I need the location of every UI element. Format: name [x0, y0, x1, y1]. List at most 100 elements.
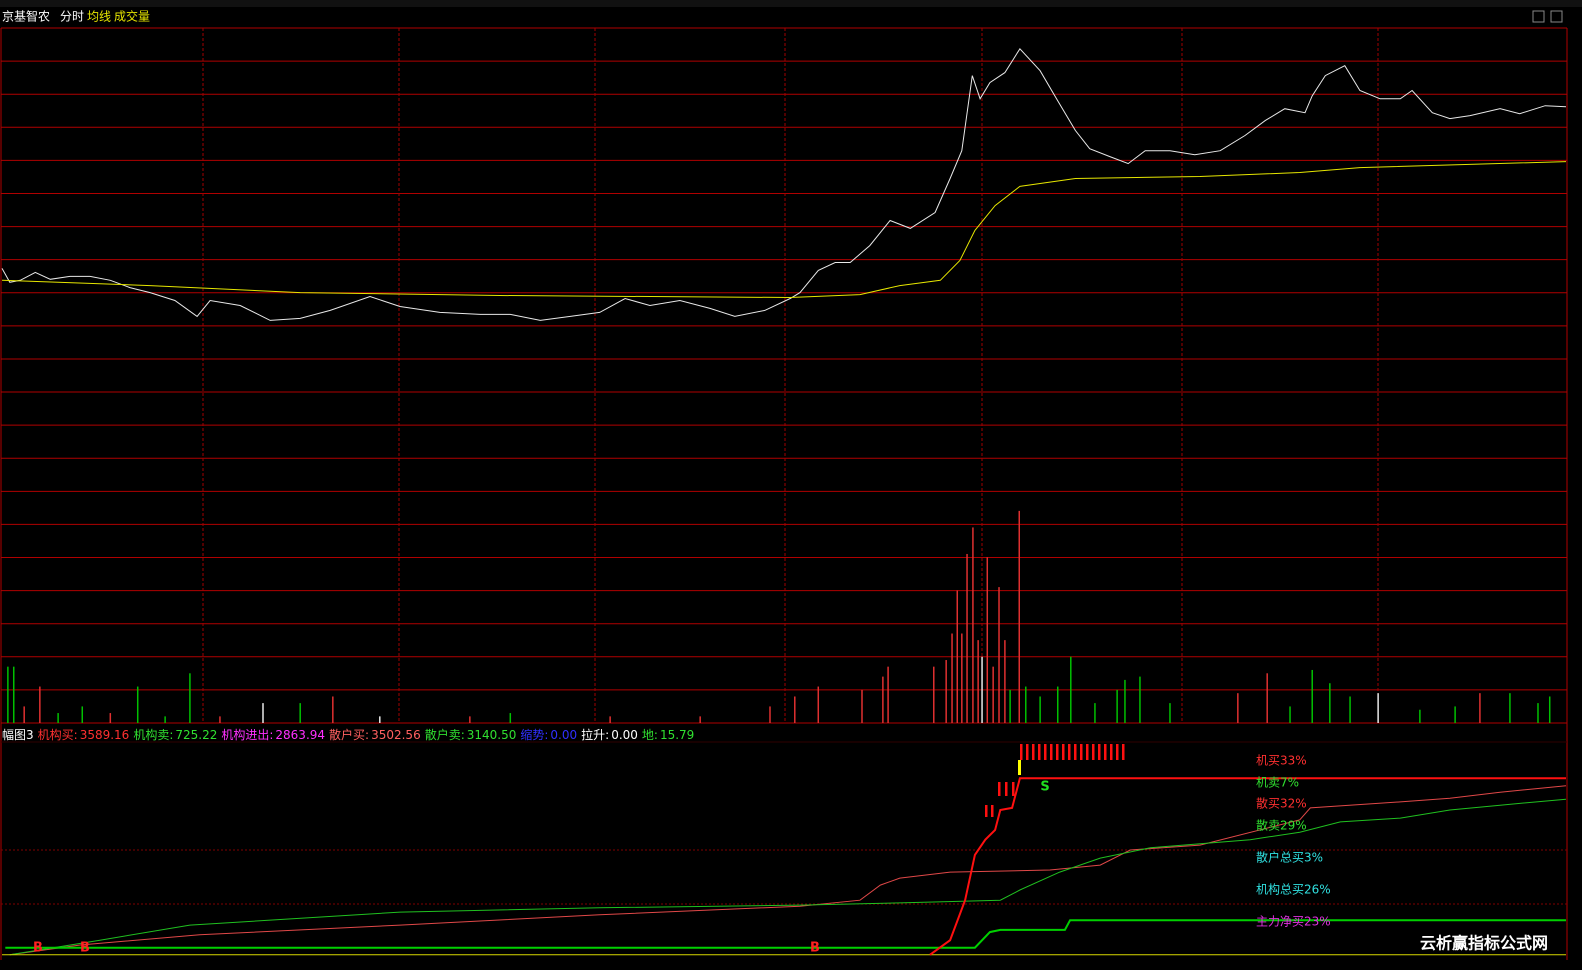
series-line — [1, 161, 1567, 299]
series-line — [929, 777, 1566, 956]
volume-bar — [1004, 640, 1006, 723]
volume-bar — [794, 696, 796, 723]
volume-bar — [189, 673, 191, 723]
volume-bar — [998, 587, 1000, 723]
volume-bar — [1070, 656, 1072, 723]
view-tab[interactable]: 分时 — [60, 10, 84, 24]
signal-tick — [1026, 744, 1029, 760]
legend-label: 散户总买3% — [1256, 850, 1323, 865]
series-line — [9, 798, 1567, 956]
volume-bar — [1537, 703, 1539, 723]
volume-bar — [951, 633, 953, 723]
indicator-name: 幅图3 — [2, 728, 34, 742]
signal-tick — [1104, 744, 1107, 760]
signal-tick — [1062, 744, 1065, 760]
signal-tick — [1116, 744, 1119, 760]
signal-tick — [1110, 744, 1113, 760]
volume-bar — [1018, 510, 1020, 723]
signal-tick — [1032, 744, 1035, 760]
signal-tick — [991, 805, 994, 817]
signal-label: S — [1040, 780, 1049, 795]
watermark: 云析赢指标公式网 — [1420, 934, 1548, 953]
signal-tick — [1012, 782, 1015, 796]
volume-bar — [1056, 686, 1059, 723]
signal-tick — [1056, 744, 1059, 760]
stock-title: 京基智农 — [2, 9, 50, 24]
stat-label: 拉升: — [581, 728, 610, 742]
volume-bar — [1454, 706, 1456, 723]
stat-value: 725.22 — [175, 727, 218, 742]
volume-bar — [7, 666, 9, 723]
view-tab[interactable]: 成交量 — [114, 9, 150, 24]
volume-bar — [57, 713, 59, 723]
volume-bar — [956, 590, 959, 723]
view-tab[interactable]: 均线 — [87, 10, 111, 24]
volume-bar — [12, 666, 15, 723]
volume-bar — [1289, 706, 1291, 723]
volume-bar — [1169, 703, 1171, 723]
panel-button[interactable] — [1550, 10, 1563, 23]
volume-bar — [972, 527, 974, 723]
volume-bar — [39, 686, 41, 723]
volume-bar — [609, 716, 611, 723]
stat-label: 机构进出: — [221, 728, 274, 742]
volume-bar — [977, 640, 979, 723]
volume-bar — [1419, 709, 1421, 723]
legend-label: 主力净买23% — [1256, 915, 1331, 929]
volume-bar — [699, 716, 701, 723]
signal-tick — [1098, 744, 1101, 760]
volume-bar — [1009, 689, 1011, 723]
volume-bar — [109, 713, 112, 723]
signal-tick — [998, 782, 1001, 796]
volume-bar — [262, 703, 264, 723]
signal-label: B — [80, 941, 90, 956]
signal-tick — [1080, 744, 1083, 760]
signal-tick — [1038, 744, 1041, 760]
signal-tick — [1044, 744, 1047, 760]
volume-bar — [986, 557, 989, 723]
legend-label: 机构总买26% — [1256, 882, 1331, 897]
volume-bar — [164, 716, 166, 723]
volume-bar — [1139, 676, 1141, 723]
volume-bar — [887, 666, 889, 723]
volume-bar — [81, 706, 84, 723]
signal-label: B — [810, 941, 820, 956]
zoom-button[interactable] — [1532, 10, 1545, 23]
series-line — [5, 919, 1566, 949]
series-line — [1, 47, 1567, 321]
volume-bar — [933, 666, 935, 723]
stat-label: 机构买: — [37, 728, 78, 742]
volume-bar — [1025, 686, 1027, 723]
volume-bar — [1116, 689, 1118, 723]
volume-bar — [136, 686, 139, 723]
signal-tick — [985, 805, 988, 817]
stat-value: 3140.50 — [466, 727, 517, 742]
series-line — [9, 785, 1567, 956]
signal-tick — [1074, 744, 1077, 760]
volume-bar — [23, 706, 25, 723]
volume-bar — [1377, 693, 1379, 723]
stat-value: 3589.16 — [79, 727, 130, 742]
signal-label: B — [33, 941, 43, 956]
volume-bar — [1266, 673, 1268, 723]
signal-tick — [1068, 744, 1071, 760]
stat-label: 散户卖: — [424, 728, 465, 742]
volume-bar — [861, 689, 863, 723]
stat-label: 缩势: — [520, 728, 549, 742]
legend-label: 机买33% — [1256, 754, 1307, 768]
volume-bar — [1479, 693, 1481, 723]
stat-label: 机构卖: — [133, 728, 174, 742]
volume-bar — [299, 703, 301, 723]
stat-value: 15.79 — [659, 727, 695, 742]
signal-tick — [1092, 744, 1095, 760]
signal-tick — [1020, 744, 1023, 760]
volume-bar — [961, 633, 963, 723]
volume-bar — [469, 716, 471, 723]
volume-bar — [992, 666, 994, 723]
volume-bar — [1548, 696, 1551, 723]
volume-bar — [817, 686, 820, 723]
volume-bar — [966, 553, 968, 723]
volume-bar — [1237, 693, 1239, 723]
stat-value: 2863.94 — [275, 727, 326, 742]
